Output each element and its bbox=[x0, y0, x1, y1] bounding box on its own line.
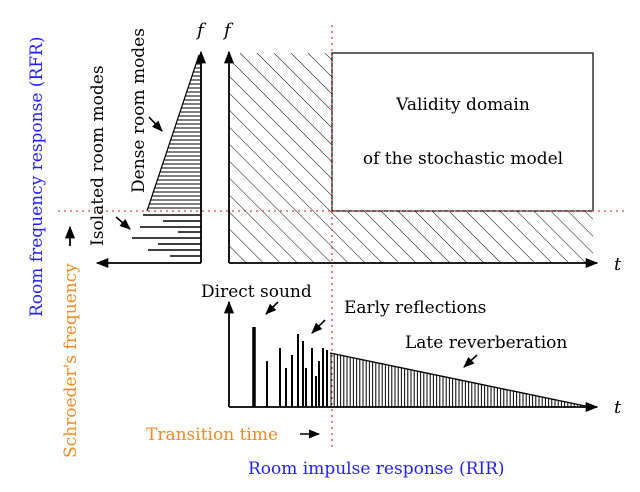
late-reverberation-impulses bbox=[330, 353, 588, 407]
validity-domain-box bbox=[331, 52, 594, 212]
late-reverberation-envelope bbox=[329, 352, 591, 408]
dense-modes-label: Dense room modes bbox=[129, 28, 149, 193]
hatched-region-bottom bbox=[229, 211, 593, 263]
late-reverberation-label: Late reverberation bbox=[405, 333, 567, 353]
early-reflections-arrow bbox=[311, 319, 326, 334]
transition-time-label: Transition time bbox=[146, 425, 278, 445]
rfr-f-label: f bbox=[195, 20, 207, 41]
validity-domain-line1: Validity domain bbox=[395, 95, 530, 115]
validity-domain-line2: of the stochastic model bbox=[363, 149, 563, 169]
isolated-modes-label: Isolated room modes bbox=[88, 65, 108, 246]
rir-title: Room impulse response (RIR) bbox=[248, 459, 505, 479]
dense-modes-arrow bbox=[148, 116, 163, 132]
tf-f-label: f bbox=[222, 20, 234, 41]
direct-sound-label: Direct sound bbox=[201, 282, 312, 302]
tf-t-label: t bbox=[614, 254, 622, 275]
isolated-modes-arrow bbox=[115, 216, 131, 230]
early-reflections-impulses bbox=[266, 334, 328, 407]
dense-modes-lines bbox=[148, 59, 201, 209]
late-reverberation-arrow bbox=[463, 354, 478, 368]
direct-sound-arrow bbox=[265, 301, 279, 315]
early-reflections-label: Early reflections bbox=[344, 298, 486, 318]
dense-modes-slope bbox=[146, 54, 200, 212]
isolated-modes-lines bbox=[132, 214, 201, 257]
hatched-region-top bbox=[229, 53, 332, 211]
rir-t-label: t bbox=[614, 397, 622, 418]
schroeder-frequency-label: Schroeder's frequency bbox=[61, 263, 81, 458]
rfr-title: Room frequency response (RFR) bbox=[27, 37, 47, 317]
